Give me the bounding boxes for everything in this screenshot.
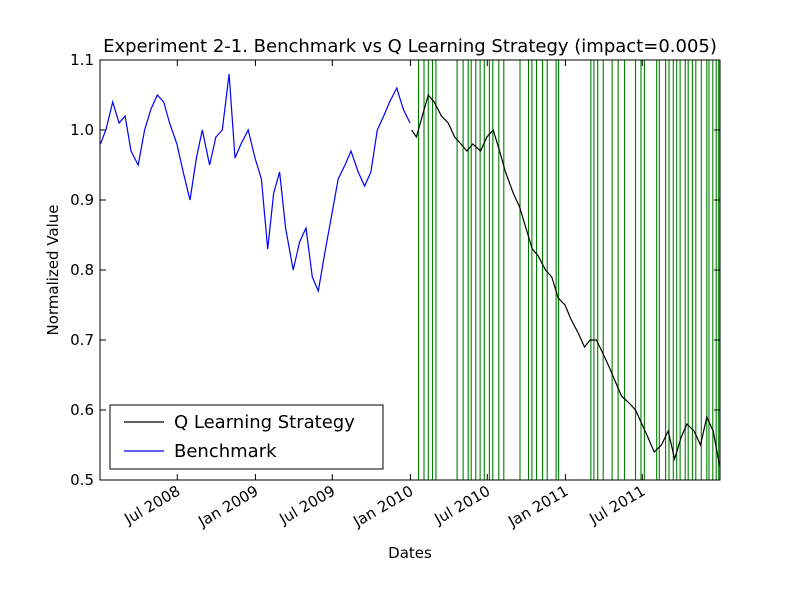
legend-label-q-learning: Q Learning Strategy xyxy=(174,412,355,433)
x-tick-label: Jan 2011 xyxy=(504,482,571,531)
series-line-q-learning xyxy=(411,93,720,467)
x-axis-label: Dates xyxy=(388,544,432,562)
x-tick-label: Jan 2010 xyxy=(349,482,416,531)
y-tick-label: 1.0 xyxy=(70,121,94,139)
y-tick-label: 0.9 xyxy=(70,191,94,209)
y-tick-label: 1.1 xyxy=(70,51,94,69)
y-tick-label: 0.5 xyxy=(70,471,94,489)
x-tick-label: Jul 2011 xyxy=(586,482,649,529)
legend-box xyxy=(109,404,384,470)
x-tick-label: Jul 2010 xyxy=(431,482,494,529)
x-tick-label: Jan 2009 xyxy=(194,482,261,531)
x-tick-label: Jul 2008 xyxy=(121,482,184,529)
y-tick-label: 0.6 xyxy=(70,401,94,419)
y-axis: 0.5 0.6 0.7 0.8 0.9 1.0 1.1 xyxy=(70,51,720,489)
chart-title: Experiment 2-1. Benchmark vs Q Learning … xyxy=(103,36,717,57)
trade-lines xyxy=(417,60,720,480)
legend: Q Learning Strategy Benchmark xyxy=(109,404,384,470)
y-tick-label: 0.7 xyxy=(70,331,94,349)
series-line-benchmark xyxy=(100,73,411,294)
y-axis-label: Normalized Value xyxy=(44,204,62,335)
series-layer xyxy=(100,73,720,467)
y-tick-label: 0.8 xyxy=(70,261,94,279)
x-tick-label: Jul 2009 xyxy=(276,482,339,529)
legend-label-benchmark: Benchmark xyxy=(174,441,277,462)
